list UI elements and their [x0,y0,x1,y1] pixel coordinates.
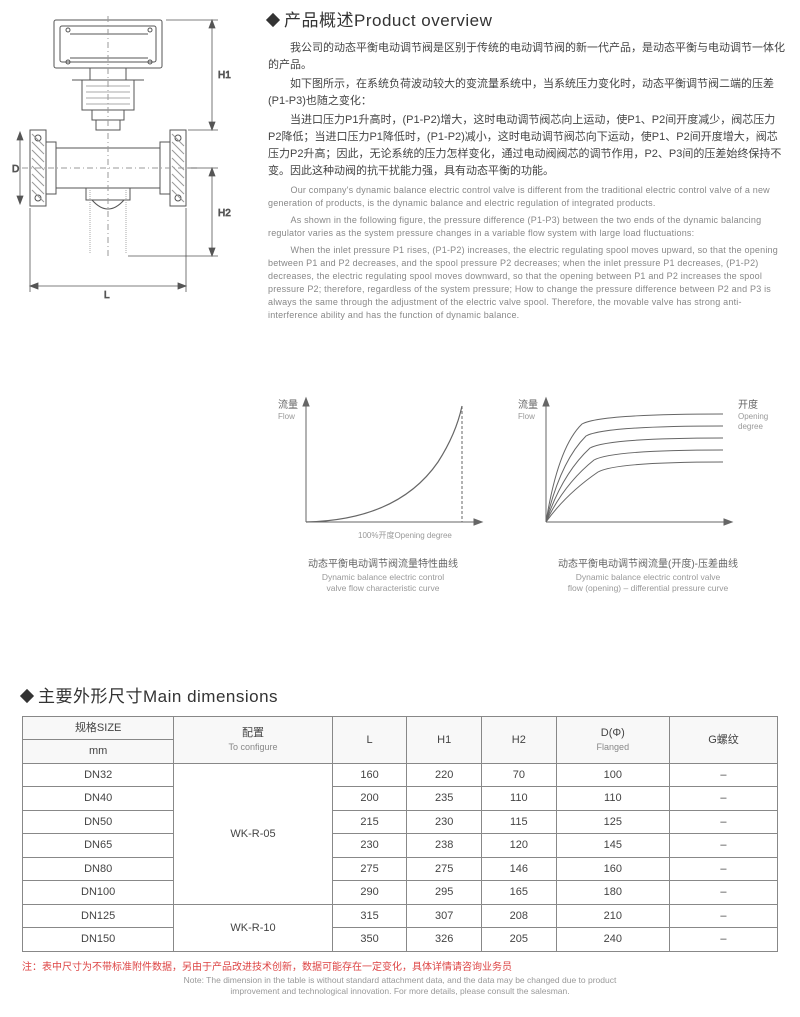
valve-outline-diagram: H1 H2 D [12,8,250,322]
dim-h1-label: H1 [218,70,231,81]
chart-right-cap-en2: flow (opening) – differential pressure c… [518,583,778,594]
chart-left-yl-en: Flow [278,412,295,421]
table-row: DN150350326205240– [23,928,778,952]
dimensions-table: 规格SIZE 配置 To configure L H1 H2 D(Φ) Flan… [22,716,778,952]
dim-l-label: L [104,290,110,301]
dimensions-title-text: 主要外形尺寸Main dimensions [38,687,278,706]
chart-right-cap-en1: Dynamic balance electric control valve [518,572,778,583]
th-size-unit: mm [23,740,174,764]
dimensions-note-cn: 注：表中尺寸为不带标准附件数据，另由于产品改进技术创新，数据可能存在一定变化，具… [22,960,778,975]
table-row: DN125WK-R-10315307208210– [23,904,778,928]
table-row: DN65230238120145– [23,834,778,858]
dimensions-title: 主要外形尺寸Main dimensions [22,684,778,710]
dim-h2-label: H2 [218,208,231,219]
table-row: DN40200235110110– [23,787,778,811]
table-row: DN50215230115125– [23,810,778,834]
chart-left: 流量 Flow 100%开度Opening degree 动态平衡电动调节阀流量… [278,392,488,594]
th-h1: H1 [407,716,482,763]
overview-en-2: As shown in the following figure, the pr… [268,214,788,240]
th-size: 规格SIZE [23,716,174,740]
overview-title: 产品概述Product overview [268,8,788,34]
table-row: DN80275275146160– [23,857,778,881]
th-g: G螺纹 [669,716,777,763]
chart-right-rl-en1: Opening [738,412,768,421]
overview-cn-1: 我公司的动态平衡电动调节阀是区别于传统的电动调节阀的新一代产品，是动态平衡与电动… [268,40,788,74]
overview-en-3: When the inlet pressure P1 rises, (P1-P2… [268,244,788,322]
chart-right-yl-cn: 流量 [518,398,538,411]
table-row: DN32WK-R-0516022070100– [23,763,778,787]
chart-right-yl-en: Flow [518,412,535,421]
th-d: D(Φ) Flanged [556,716,669,763]
th-h2: H2 [482,716,557,763]
chart-left-cap-en2: valve flow characteristic curve [278,583,488,594]
th-l: L [332,716,407,763]
dim-d-label: D [12,164,19,175]
overview-en-1: Our company's dynamic balance electric c… [268,184,788,210]
chart-right-rl-cn: 开度 [738,398,758,411]
dimensions-note-en2: improvement and technological innovation… [22,986,778,997]
overview-cn-2: 如下图所示，在系统负荷波动较大的变流量系统中，当系统压力变化时，动态平衡调节阀二… [268,76,788,110]
chart-right-cap-cn: 动态平衡电动调节阀流量(开度)-压差曲线 [518,557,778,572]
th-config: 配置 To configure [174,716,332,763]
dimensions-note-en1: Note: The dimension in the table is with… [22,975,778,986]
chart-right: 流量 Flow 开度 Opening degree 动态平衡电动调节阀流量(开度… [518,392,778,594]
overview-cn-3: 当进口压力P1升高时，(P1-P2)增大，这时电动调节阀芯向上运动，使P1、P2… [268,112,788,180]
overview-title-text: 产品概述Product overview [284,11,492,30]
chart-right-rl-en2: degree [738,422,763,431]
chart-left-yl-cn: 流量 [278,398,298,411]
chart-left-cap-en1: Dynamic balance electric control [278,572,488,583]
chart-left-xl: 100%开度Opening degree [358,530,452,540]
chart-left-cap-cn: 动态平衡电动调节阀流量特性曲线 [278,557,488,572]
table-row: DN100290295165180– [23,881,778,905]
